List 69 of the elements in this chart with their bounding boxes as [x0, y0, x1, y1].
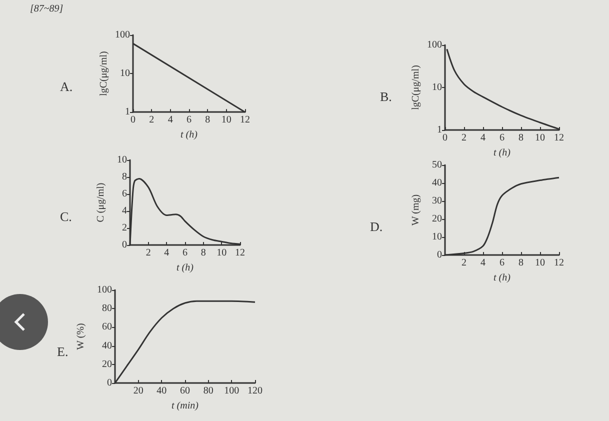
y-tick-label: 6	[122, 188, 127, 200]
x-tick-label: 4	[164, 248, 170, 258]
x-axis-title: t (h)	[176, 262, 194, 274]
text: D.	[370, 219, 383, 234]
x-tick-label: 40	[156, 386, 167, 396]
x-tick-label: 60	[180, 386, 190, 396]
x-tick-label: 8	[205, 114, 210, 126]
x-tick-label: 10	[535, 132, 545, 144]
y-tick-label: 10	[432, 232, 442, 242]
x-tick-label: 8	[200, 248, 206, 258]
y-tick-label: 40	[102, 340, 112, 352]
y-tick-label: 1	[125, 106, 130, 118]
y-tick-label: 80	[102, 303, 112, 314]
x-tick-label: 10	[535, 258, 545, 268]
y-axis-title: lgC(μg/ml)	[410, 65, 422, 110]
y-axis-title: lgC(μg/ml)	[98, 51, 110, 96]
text: E.	[57, 344, 68, 359]
x-tick-label: 8	[518, 132, 524, 144]
x-tick-label: 4	[480, 258, 486, 268]
y-tick-label: 8	[122, 172, 127, 182]
y-tick-label: 0	[122, 240, 127, 250]
x-tick-label: 6	[182, 248, 188, 258]
text: B.	[380, 89, 392, 104]
x-tick-label: 10	[216, 248, 227, 258]
x-tick-label: 6	[500, 132, 504, 144]
x-axis-title: t (h)	[494, 147, 512, 158]
y-tick-label: 60	[102, 322, 112, 333]
y-axis-title: W (mg)	[410, 194, 422, 226]
y-tick-label: 100	[427, 40, 442, 50]
y-tick-label: 100	[115, 30, 130, 40]
x-tick-label: 4	[480, 132, 486, 144]
x-tick-label: 2	[146, 248, 151, 258]
x-axis-title: t (h)	[494, 272, 512, 284]
text: C.	[60, 209, 72, 224]
text: A.	[60, 79, 73, 94]
y-tick-label: 1	[437, 124, 442, 136]
x-tick-label: 6	[500, 258, 504, 268]
x-tick-label: 20	[133, 386, 144, 396]
y-tick-label: 30	[432, 196, 442, 206]
x-tick-label: 80	[203, 386, 214, 396]
x-tick-label: 12	[554, 258, 564, 268]
x-tick-label: 10	[221, 114, 232, 126]
x-axis-title: t (h)	[180, 130, 198, 140]
y-tick-label: 40	[432, 178, 442, 188]
y-tick-label: 10	[432, 82, 442, 93]
y-tick-label: 10	[120, 68, 130, 80]
y-tick-label: 50	[432, 160, 442, 170]
y-tick-label: 4	[122, 206, 127, 216]
y-axis-title: C (μg/ml)	[96, 182, 106, 222]
x-tick-label: 8	[518, 258, 524, 268]
y-tick-label: 100	[97, 284, 112, 296]
y-axis-title: W (%)	[76, 323, 87, 350]
x-tick-label: 120	[248, 386, 262, 396]
y-tick-label: 20	[432, 214, 442, 224]
x-tick-label: 4	[168, 114, 173, 126]
x-tick-label: 2	[462, 258, 466, 268]
x-tick-label: 12	[240, 114, 250, 126]
x-tick-label: 100	[224, 386, 240, 396]
y-tick-label: 10	[117, 154, 127, 166]
y-tick-label: 0	[107, 378, 112, 388]
x-tick-label: 12	[554, 132, 564, 144]
x-tick-label: 12	[235, 248, 245, 258]
x-tick-label: 2	[149, 114, 154, 126]
x-tick-label: 6	[186, 114, 192, 126]
text: [87~89]	[30, 4, 64, 14]
x-tick-label: 2	[462, 132, 466, 144]
y-tick-label: 2	[122, 222, 127, 234]
y-tick-label: 20	[102, 358, 112, 370]
x-axis-title: t (min)	[172, 400, 200, 412]
